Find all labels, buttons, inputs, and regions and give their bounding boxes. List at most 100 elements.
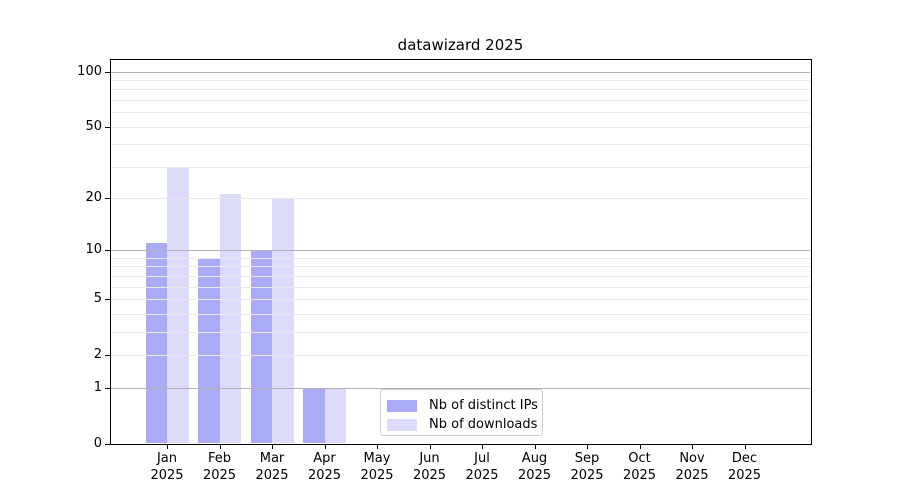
x-tick-label-year: 2025 [622,468,657,483]
x-tick [587,444,588,449]
x-tick-label-month: Dec [731,451,758,466]
y-tick-label: 10 [85,242,102,258]
x-tick [692,444,693,449]
x-tick-label-year: 2025 [150,468,184,483]
y-gridline-major [111,387,810,389]
x-tick-label: Dec 2025 [719,450,771,484]
x-tick [744,444,746,449]
x-tick-label: Jul 2025 [456,450,508,484]
x-tick [639,444,641,449]
y-gridline-minor [111,299,810,301]
x-tick-label-year: 2025 [675,468,709,483]
x-tick-label: Jan 2025 [141,450,193,484]
y-gridline-minor [111,89,810,91]
y-gridline-minor [111,112,810,114]
x-tick-label-year: 2025 [465,468,499,483]
x-tick-label-month: Aug [521,451,548,466]
legend-label-downloads: Nb of downloads [429,417,538,432]
y-tick-label: 20 [85,190,102,206]
y-gridline-major [111,250,810,252]
x-tick-label-month: Sep [574,451,600,466]
bar-distinct-ips-jan [145,243,167,444]
x-tick-label-year: 2025 [570,468,604,483]
bar-downloads-mar [272,198,294,444]
y-gridline-minor [111,331,810,333]
x-tick-label: Apr 2025 [299,450,351,484]
y-tick-label: 50 [85,118,102,134]
y-tick [105,198,110,200]
x-tick-label-year: 2025 [360,468,394,483]
x-tick [429,444,431,449]
x-tick-label-year: 2025 [727,468,762,483]
y-tick [105,250,110,252]
y-tick [105,299,110,301]
x-tick-label: Jun 2025 [404,450,456,484]
x-tick [377,444,378,449]
x-tick-label-month: Jan [156,451,178,466]
y-gridline-minor [111,99,810,101]
y-tick-label: 1 [93,379,102,395]
y-tick-label: 0 [93,435,102,451]
x-tick-label-month: Jun [419,451,440,466]
y-gridline-minor [111,275,810,277]
x-tick-label-month: Oct [628,451,651,466]
y-tick [105,354,110,356]
x-tick [534,444,536,449]
y-tick [105,126,110,128]
y-gridline-major [111,71,810,73]
x-tick-label-month: Mar [259,451,285,466]
x-tick-label-month: Feb [207,451,232,466]
y-gridline-minor [111,79,810,81]
x-tick-label-year: 2025 [412,468,447,483]
y-gridline-minor [111,286,810,288]
y-tick-label: 5 [93,291,102,307]
y-gridline-minor [111,126,810,128]
y-tick-label: 2 [93,346,102,362]
legend-swatch-distinct-ips [387,399,417,412]
x-tick-label: Feb 2025 [194,450,246,484]
x-tick [272,444,273,449]
legend-swatch-downloads [387,418,417,431]
legend-item-downloads: Nb of downloads [387,415,542,434]
x-tick [324,444,326,449]
x-tick-label-month: Apr [313,451,336,466]
y-tick [105,71,110,73]
bar-downloads-apr [324,387,346,444]
x-tick [482,444,483,449]
y-tick-label: 100 [77,63,102,79]
x-tick-label-month: Jul [474,451,490,466]
bar-distinct-ips-apr [303,387,325,444]
y-gridline-minor [111,354,810,356]
x-tick-label-year: 2025 [517,468,552,483]
x-tick-label: Sep 2025 [561,450,613,484]
y-tick [105,443,110,445]
x-tick-label-year: 2025 [307,468,342,483]
y-gridline-minor [111,313,810,315]
x-tick-label-year: 2025 [202,468,237,483]
bar-distinct-ips-mar [250,250,272,444]
bar-distinct-ips-feb [198,257,220,444]
legend-label-distinct-ips: Nb of distinct IPs [429,398,538,413]
y-gridline-minor [111,257,810,259]
x-tick-label: Nov 2025 [666,450,718,484]
x-tick-label-year: 2025 [255,468,289,483]
bar-downloads-jan [167,166,189,444]
x-tick [167,444,168,449]
x-tick [219,444,221,449]
x-tick-label: Aug 2025 [509,450,561,484]
y-gridline-minor [111,144,810,146]
plot-frame [110,59,812,445]
x-tick-label-month: May [363,451,391,466]
chart-title: datawizard 2025 [397,36,524,54]
bar-downloads-feb [219,194,241,444]
y-gridline-minor [111,166,810,168]
x-tick-label-month: Nov [679,451,705,466]
x-tick-label: Oct 2025 [614,450,666,484]
y-gridline-minor [111,266,810,268]
y-tick [105,387,110,389]
y-gridline-minor [111,198,810,200]
x-tick-label: Mar 2025 [246,450,298,484]
x-tick-label: May 2025 [351,450,403,484]
